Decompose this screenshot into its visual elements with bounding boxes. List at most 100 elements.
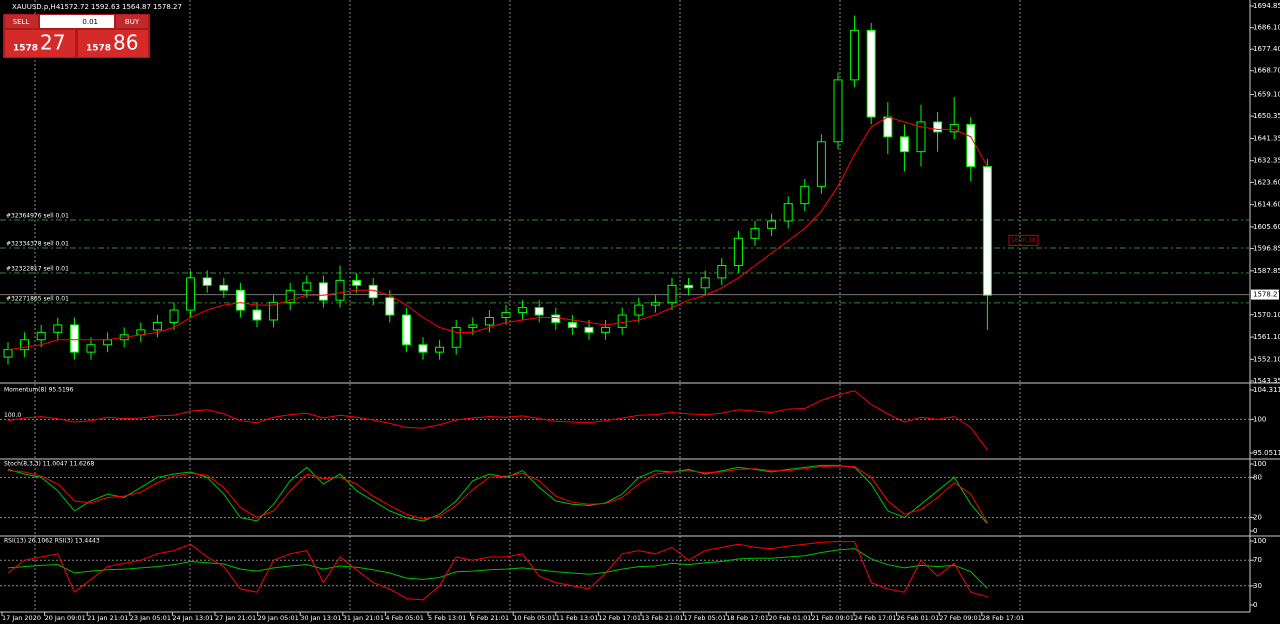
x-tick-label: 21 Feb 09:01 (811, 614, 854, 622)
candle-body (866, 29, 876, 118)
y-tick-label: 1561.10 (1253, 333, 1280, 341)
candle-body (169, 309, 179, 323)
candle-body (518, 307, 528, 314)
candle-body (103, 339, 113, 346)
candle-body (252, 309, 262, 321)
sell-label: SELL (13, 18, 30, 26)
x-tick-label: 13 Feb 21:01 (641, 614, 684, 622)
x-tick-label: 31 Jan 21:01 (343, 614, 384, 622)
candle-body (949, 123, 959, 133)
candle-body (717, 265, 727, 279)
y-tick-label: 0 (1253, 601, 1257, 609)
indicator-line (7, 464, 988, 524)
x-tick-label: 27 Jan 21:01 (215, 614, 256, 622)
header-ohlc: 1592.63 (91, 3, 120, 11)
y-tick-label: 1641.35 (1253, 134, 1280, 142)
y-tick-label: 1686.10 (1253, 24, 1280, 32)
x-tick-label: 26 Feb 01:01 (897, 614, 940, 622)
y-tick-label: 1587.85 (1253, 267, 1280, 275)
candle-body (484, 317, 494, 326)
y-tick-label: 30 (1253, 582, 1262, 590)
buy-price-small: 86 (113, 31, 138, 55)
candle-body (601, 326, 611, 333)
order-label: #32322817 sell 0.01 (6, 265, 69, 272)
candle-body (468, 324, 478, 328)
y-tick-label: 1570.10 (1253, 311, 1280, 319)
candle-body (352, 279, 362, 286)
y-tick-label: 1650.35 (1253, 112, 1280, 120)
candle-body (750, 227, 760, 239)
sell-price-big: 1578 (13, 44, 38, 54)
sell-button[interactable] (5, 15, 38, 28)
candle-body (318, 282, 328, 301)
trade-panel: SELL 0.01 BUY 1578 27 1578 86 (3, 14, 150, 58)
candle-body (584, 326, 594, 333)
candle-body (86, 344, 96, 353)
buy-price-big: 1578 (86, 44, 111, 54)
current-price-box (1251, 289, 1279, 300)
indicator-line (7, 116, 988, 351)
x-tick-label: 24 Jan 13:01 (172, 614, 213, 622)
current-price-label: 1578.27 (1253, 291, 1280, 299)
x-tick-label: 17 Feb 05:01 (684, 614, 727, 622)
y-tick-label: 1668.70 (1253, 67, 1280, 75)
x-tick-label: 29 Jan 05:01 (258, 614, 299, 622)
candle-body (335, 279, 345, 301)
indicator-label: RSI(13) 26.1062 RSI(3) 13.4443 (4, 538, 100, 545)
lot-value: 0.01 (82, 18, 98, 26)
x-tick-label: 10 Feb 05:01 (513, 614, 556, 622)
x-tick-label: 20 Jan 09:01 (45, 614, 86, 622)
candle-body (235, 289, 245, 311)
level-label: 100.0 (4, 412, 21, 419)
order-label: #32334378 sell 0.01 (6, 240, 69, 247)
y-tick-label: 100 (1253, 415, 1266, 423)
header-ohlc: 1564.87 (122, 3, 151, 11)
candle-body (684, 284, 694, 289)
buy-label: BUY (125, 18, 140, 26)
indicator-label: Momentum(8) 95.5196 (4, 387, 74, 394)
x-tick-label: 12 Feb 17:01 (598, 614, 641, 622)
x-tick-label: 23 Jan 05:01 (130, 614, 171, 622)
candle-body (650, 302, 660, 306)
candle-body (20, 339, 30, 351)
y-tick-label: 100 (1253, 460, 1266, 468)
buy-price-box[interactable] (78, 30, 148, 57)
order-label: #32364976 sell 0.01 (6, 212, 69, 219)
candle-body (634, 304, 644, 316)
y-tick-label: 1552.10 (1253, 355, 1280, 363)
x-tick-label: 28 Feb 17:01 (982, 614, 1025, 622)
y-tick-label: 70 (1253, 556, 1262, 564)
indicator-line (7, 541, 988, 601)
y-tick-label: 1596.85 (1253, 245, 1280, 253)
x-tick-label: 6 Feb 21:01 (471, 614, 510, 622)
candle-body (982, 166, 992, 296)
candle-body (501, 312, 511, 319)
candle-body (152, 321, 162, 331)
y-tick-label: 20 (1253, 514, 1262, 522)
x-tick-label: 20 Feb 01:01 (769, 614, 812, 622)
candle-body (800, 185, 810, 205)
indicator-line (7, 390, 988, 451)
x-tick-label: 30 Jan 13:01 (300, 614, 341, 622)
x-tick-label: 24 Feb 17:01 (854, 614, 897, 622)
sell-price-small: 27 (40, 31, 65, 55)
y-tick-label: 1659.10 (1253, 90, 1280, 98)
candle-body (534, 307, 544, 316)
candle-body (3, 349, 13, 358)
candle-body (916, 121, 926, 153)
candle-body (733, 237, 743, 267)
x-tick-label: 27 Feb 09:01 (939, 614, 982, 622)
candle-body (783, 203, 793, 222)
x-tick-label: 18 Feb 17:01 (726, 614, 769, 622)
y-tick-label: 1614.60 (1253, 201, 1280, 209)
candle-body (219, 284, 229, 291)
buy-button[interactable] (116, 15, 148, 28)
lot-input[interactable] (40, 15, 114, 28)
candle-body (385, 297, 395, 316)
candle-body (850, 29, 860, 81)
candle-body (617, 314, 627, 328)
candle-body (69, 324, 79, 353)
y-tick-label: 1623.60 (1253, 178, 1280, 186)
sell-price-box[interactable] (5, 30, 75, 57)
